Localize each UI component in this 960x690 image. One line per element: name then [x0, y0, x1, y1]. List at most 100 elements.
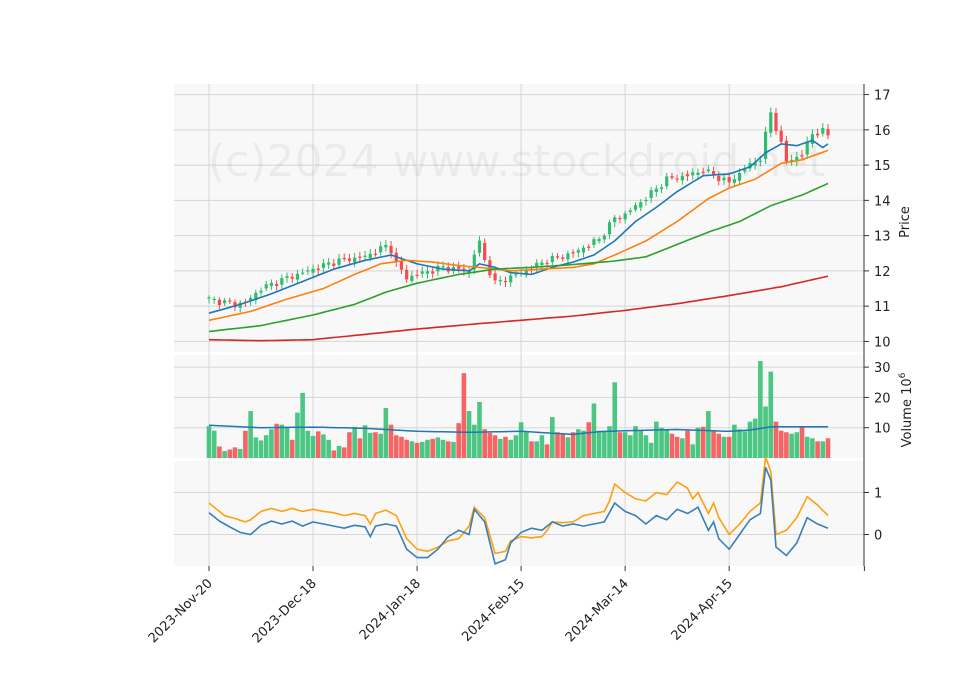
candle-body — [389, 245, 393, 254]
candle-body — [327, 262, 331, 265]
volume-axis-label: Volume 106 — [898, 372, 915, 447]
volume-bar — [565, 437, 571, 458]
volume-bar — [716, 433, 722, 458]
candle-body — [680, 175, 684, 181]
volume-bar — [596, 430, 602, 458]
candle-body — [207, 297, 211, 299]
candle-body — [212, 298, 216, 301]
price-ytick-label: 14 — [874, 194, 891, 209]
volume-bar — [253, 437, 259, 458]
candle-body — [332, 263, 336, 266]
volume-bar — [315, 431, 321, 458]
volume-bar — [700, 426, 706, 458]
candle-body — [753, 162, 757, 166]
candle-body — [264, 284, 268, 289]
indicator-ytick-label: 1 — [874, 487, 882, 502]
candle-body — [509, 275, 513, 283]
candle-body — [550, 256, 554, 263]
candle-body — [758, 160, 762, 163]
volume-bar — [794, 432, 800, 458]
volume-bar — [295, 412, 300, 458]
volume-bar — [534, 441, 540, 458]
volume-bar — [326, 439, 331, 458]
candle-body — [587, 246, 591, 248]
volume-ytick-label: 30 — [874, 361, 891, 376]
candle-body — [223, 300, 227, 304]
ma_long-line — [208, 182, 829, 333]
candle-body — [727, 177, 731, 183]
volume-bar — [747, 421, 753, 458]
volume-bar — [726, 436, 732, 458]
candle-body — [685, 174, 690, 177]
volume-bar — [581, 430, 586, 458]
candle-body — [301, 272, 305, 274]
candle-body — [665, 176, 669, 187]
ind_b-line — [208, 466, 829, 565]
volume-bar — [404, 439, 409, 458]
volume-bar — [419, 441, 425, 458]
volume-bar — [237, 448, 243, 458]
volume-bar — [778, 430, 784, 458]
volume-bar — [466, 411, 472, 458]
candle-body — [732, 179, 736, 183]
volume-bar — [648, 442, 654, 458]
indicator-ytick-label: 0 — [874, 529, 882, 544]
candle-body — [483, 242, 487, 261]
candle-body — [405, 269, 409, 280]
candle-body — [800, 155, 804, 157]
volume-bar — [217, 446, 222, 458]
candle-body — [358, 256, 362, 258]
volume-bar — [341, 447, 347, 458]
volume-bar — [570, 432, 576, 458]
volume-bar — [461, 373, 467, 458]
candle-body — [576, 250, 580, 253]
candle-body — [259, 290, 263, 293]
volume-bar — [752, 418, 758, 458]
candle-body — [269, 282, 274, 286]
volume-bar — [518, 422, 524, 458]
indicator-panel — [208, 456, 829, 565]
candle-body — [779, 130, 783, 142]
candle-body — [457, 266, 461, 269]
candle-body — [633, 205, 638, 210]
volume-bar — [732, 424, 737, 458]
volume-bar — [773, 421, 779, 458]
candle-body — [659, 187, 664, 190]
volume-bar — [544, 444, 550, 458]
price-ytick-label: 17 — [874, 89, 891, 104]
candle-body — [623, 213, 627, 220]
volume-bar — [628, 435, 633, 458]
volume-bar — [409, 441, 415, 458]
volume-ytick-label: 10 — [874, 422, 891, 437]
volume-bar — [825, 438, 831, 458]
candle-body — [249, 297, 253, 302]
volume-bar — [721, 436, 727, 458]
volume-bar — [503, 436, 508, 458]
candle-body — [368, 253, 372, 259]
volume-bar — [451, 441, 456, 458]
candle-body — [347, 258, 352, 261]
volume-bar — [284, 426, 290, 458]
ind_a-line — [208, 456, 829, 555]
volume-bar — [810, 438, 815, 458]
volume-bar — [243, 430, 248, 458]
volume-bar — [269, 429, 274, 458]
candle-body — [493, 273, 497, 281]
candle-body — [774, 112, 778, 132]
ma_200-line — [208, 275, 829, 342]
candle-body — [275, 283, 279, 287]
volume-bar — [685, 430, 690, 458]
volume-bar — [654, 421, 659, 458]
volume-bar — [279, 424, 285, 458]
price-ytick-label: 13 — [874, 230, 891, 245]
volume-bar — [310, 435, 316, 458]
candle-body — [795, 156, 799, 162]
x-tick-label: 2024-Mar-14 — [563, 576, 632, 645]
candle-body — [498, 280, 502, 282]
candle-body — [425, 271, 430, 274]
candle-body — [711, 171, 716, 176]
candle-body — [217, 299, 222, 306]
chart-panels — [174, 84, 864, 566]
volume-bar — [347, 432, 352, 458]
